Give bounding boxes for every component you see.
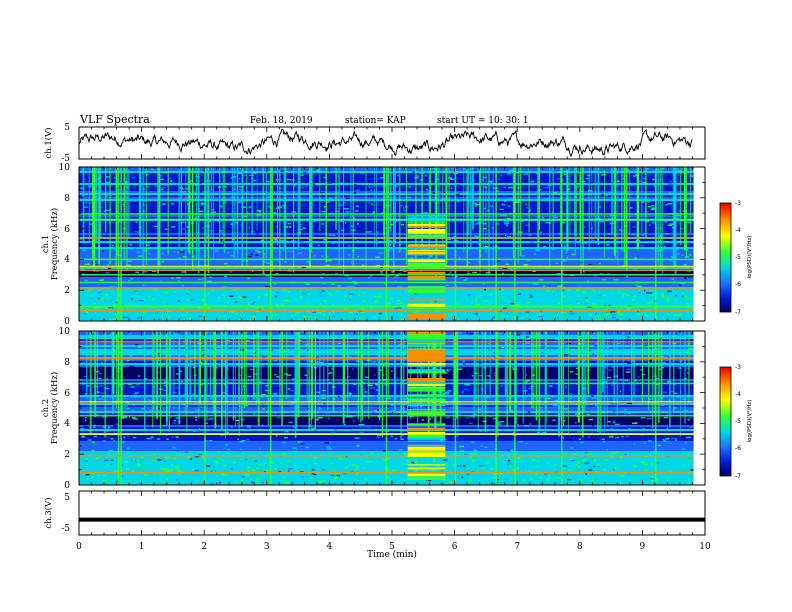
- ch2-ylabel-channel: ch.2: [41, 399, 51, 417]
- ch3-waveform-panel: 5 -5 ch.3(V): [43, 490, 706, 536]
- x-tick-label: 3: [264, 542, 270, 552]
- ch2-ylabel-frequency: Frequency (kHz): [49, 372, 60, 444]
- ch2-colorbar-label: log(PSD)(V²/Hz): [746, 400, 753, 443]
- ch1-ytick-10: 10: [59, 163, 71, 173]
- x-tick-label: 5: [389, 542, 395, 552]
- x-tick-label: 9: [640, 542, 646, 552]
- ch1-cb-tick-5: -5: [735, 254, 741, 261]
- x-tick-label: 4: [327, 542, 333, 552]
- ch2-cb-tick-5: -5: [735, 418, 741, 425]
- figure-title: VLF Spectra: [79, 113, 150, 126]
- ch1-ytick-0: 0: [64, 317, 70, 327]
- ch1-spectrogram-panel: 0 2 4 6 8 10 ch.1 Frequency (kHz): [41, 163, 706, 327]
- ch1-ytick-2: 2: [64, 286, 70, 296]
- date-label: Feb. 18, 2019: [250, 116, 313, 126]
- ch3-ytick-top: 5: [64, 493, 70, 503]
- ch1-ylabel-channel: ch.1: [41, 235, 51, 253]
- ch2-spectrogram-image: [79, 331, 705, 485]
- x-tick-label: 0: [76, 542, 82, 552]
- ch2-cb-tick-6: -6: [735, 445, 741, 452]
- ch3-ytick-bottom: -5: [61, 524, 70, 534]
- ch1-cb-tick-4: -4: [735, 227, 741, 234]
- ch1-colorbar: -3 -4 -5 -6 -7 log(PSD)(V²/Hz): [719, 200, 753, 316]
- x-tick-label: 6: [452, 542, 458, 552]
- station-label: station= KAP: [345, 116, 406, 126]
- ch1-ytick-4: 4: [64, 255, 70, 265]
- x-tick-label: 10: [699, 542, 711, 552]
- ch1-ylabel: ch.1(V): [43, 127, 54, 158]
- ch2-ytick-10: 10: [59, 327, 71, 337]
- ch2-ytick-0: 0: [64, 481, 70, 491]
- ch1-ytick-top: 5: [64, 123, 70, 133]
- x-tick-label: 7: [514, 542, 520, 552]
- ch1-ytick-bottom: -5: [61, 154, 70, 164]
- ch1-cb-tick-7: -7: [735, 309, 741, 316]
- ch1-voltage-trace: [78, 128, 693, 158]
- x-tick-label: 2: [201, 542, 207, 552]
- ch2-cb-tick-4: -4: [735, 391, 741, 398]
- ch2-ytick-6: 6: [64, 389, 70, 399]
- ch2-colorbar-scale: [719, 366, 732, 477]
- ch2-cb-tick-3: -3: [735, 364, 741, 371]
- x-tick-label: 8: [577, 542, 583, 552]
- ch1-waveform-panel: 5 -5 ch.1(V): [43, 123, 706, 164]
- x-axis-tick-labels: 0 1 2 3 4 5 6 7 8 9 10: [76, 542, 711, 552]
- x-axis-label: Time (min): [367, 549, 417, 560]
- x-tick-label: 1: [139, 542, 145, 552]
- ch2-colorbar: -3 -4 -5 -6 -7 log(PSD)(V²/Hz): [719, 364, 753, 480]
- start-time-label: start UT = 10: 30: 1: [437, 116, 529, 126]
- ch1-cb-tick-3: -3: [735, 200, 741, 207]
- ch1-cb-tick-6: -6: [735, 281, 741, 288]
- ch2-ytick-2: 2: [64, 450, 70, 460]
- ch2-cb-tick-7: -7: [735, 473, 741, 480]
- ch1-colorbar-label: log(PSD)(V²/Hz): [746, 236, 753, 279]
- ch1-ytick-6: 6: [64, 225, 70, 235]
- ch3-ylabel: ch.3(V): [43, 497, 54, 528]
- ch1-colorbar-scale: [719, 202, 732, 313]
- ch1-spectrogram-image: [79, 167, 705, 321]
- ch1-ylabel-frequency: Frequency (kHz): [49, 208, 60, 280]
- ch1-ytick-8: 8: [64, 194, 70, 204]
- ch2-ytick-4: 4: [64, 419, 70, 429]
- ch2-ytick-8: 8: [64, 358, 70, 368]
- ch2-spectrogram-panel: 0 2 4 6 8 10 ch.2 Frequency (kHz): [41, 327, 706, 491]
